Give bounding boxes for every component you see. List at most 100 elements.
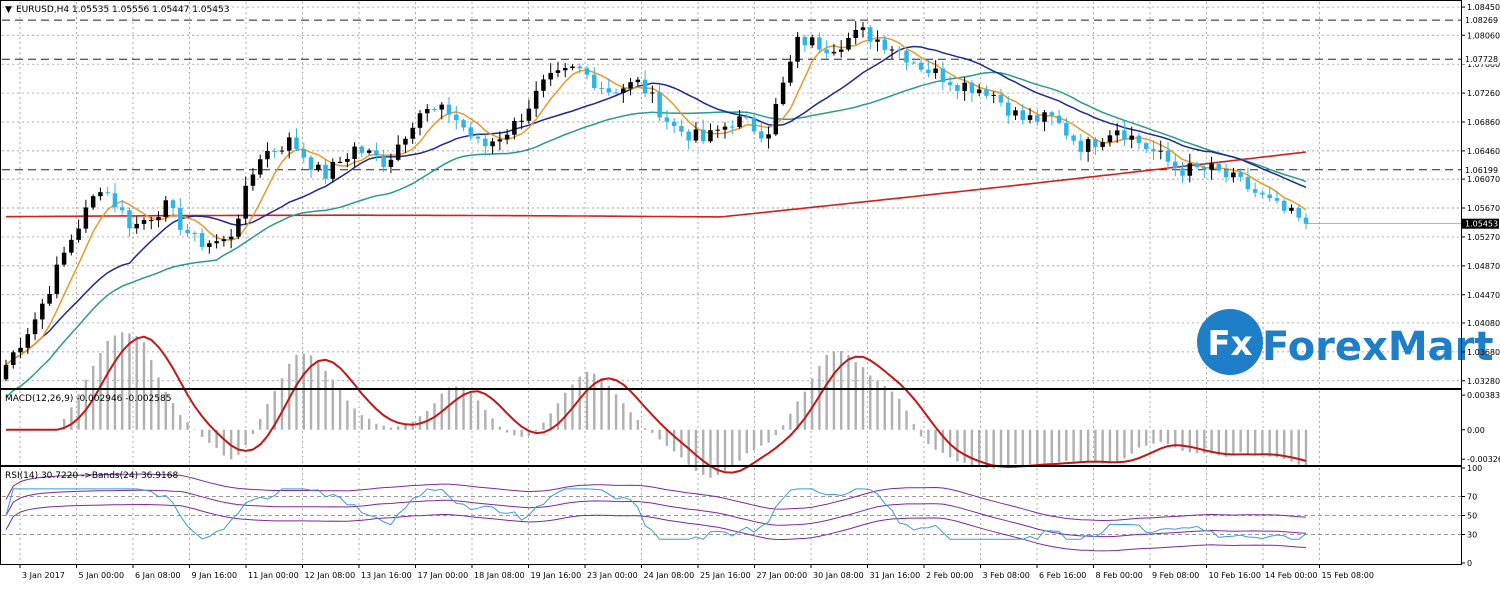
rsi-indicator (5, 473, 1307, 552)
candle-body (788, 61, 793, 83)
macd-histogram-bar (1181, 429, 1184, 451)
candle-body (98, 192, 103, 197)
x-tick-label: 6 Feb 16:00 (1039, 571, 1086, 580)
candle-body (1260, 192, 1265, 195)
macd-histogram-bar (760, 429, 763, 446)
macd-histogram-bar (789, 413, 792, 430)
candle-body (1216, 163, 1222, 171)
candle-body (69, 239, 74, 253)
candle-body (635, 79, 641, 83)
candle-body (192, 232, 198, 234)
macd-histogram-bar (1021, 429, 1024, 466)
macd-histogram-bar (1239, 429, 1242, 453)
candle-body (257, 159, 263, 175)
macd-histogram-bar (360, 415, 364, 430)
candle-body (1223, 170, 1229, 178)
candle-body (599, 88, 604, 90)
candle-body (722, 126, 728, 130)
candle-body (860, 27, 866, 31)
macd-histogram-bar (520, 429, 523, 437)
candle-body (1289, 207, 1294, 211)
candle-body (613, 92, 619, 94)
macd-histogram-bar (106, 340, 109, 430)
rsi-upper-band (5, 473, 1307, 522)
main-y-tick-label: 1.06860 (1467, 118, 1500, 127)
macd-histogram-bar (513, 429, 516, 436)
macd-histogram-bar (462, 387, 465, 430)
candle-body (228, 236, 234, 240)
macd-histogram-bar (469, 392, 473, 430)
candle-body (562, 68, 568, 71)
macd-histogram-bar (222, 429, 226, 456)
macd-histogram-bar (476, 400, 480, 430)
candle-body (461, 120, 466, 128)
main-y-tick-label: 1.08060 (1467, 31, 1500, 40)
macd-histogram-bar (702, 429, 705, 475)
candle-body (54, 264, 60, 294)
candle-body (1005, 102, 1011, 116)
candle-body (236, 218, 241, 237)
rsi-y-tick-label: 50 (1467, 512, 1477, 521)
candle-body (1165, 150, 1171, 162)
x-tick-label: 10 Feb 16:00 (1209, 571, 1261, 580)
rsi-y-tick-label: 70 (1467, 493, 1477, 502)
candle-body (424, 108, 430, 114)
main-y-tick-label: 1.07260 (1467, 89, 1500, 98)
macd-histogram-bar (244, 429, 247, 446)
macd-histogram-bar (404, 423, 407, 430)
macd-histogram-bar (861, 367, 865, 430)
candle-body (308, 157, 314, 170)
candle-body (1093, 139, 1098, 147)
macd-histogram-bar (796, 401, 799, 430)
candle-body (504, 134, 510, 140)
macd-histogram-bar (839, 351, 843, 430)
macd-histogram-bar (564, 392, 567, 430)
macd-histogram-bar (389, 427, 393, 430)
logo-text: ForexMart (1262, 324, 1493, 370)
macd-histogram-bar (585, 371, 589, 430)
macd-histogram-bar (890, 391, 894, 430)
macd-histogram-bar (723, 429, 727, 471)
x-tick-label: 27 Jan 00:00 (757, 571, 808, 580)
candle-body (483, 138, 488, 147)
macd-histogram-bar (934, 429, 937, 450)
candle-body (969, 82, 975, 93)
candle-body (1274, 198, 1280, 201)
x-tick-label: 3 Jan 2017 (22, 571, 65, 580)
macd-histogram-bar (237, 429, 240, 455)
candle-body (1085, 139, 1091, 152)
candle-body (533, 90, 539, 109)
level-price-label: 1.06199 (1465, 166, 1498, 175)
candle-body (185, 229, 190, 233)
candle-body (1035, 115, 1040, 122)
candle-body (475, 136, 481, 139)
macd-histogram-bar (346, 400, 349, 430)
macd-histogram-bar (992, 429, 995, 469)
macd-histogram-bar (629, 412, 632, 430)
macd-histogram-bar (324, 370, 327, 430)
candle-body (454, 114, 459, 121)
macd-histogram-bar (62, 418, 66, 430)
candle-body (149, 220, 154, 222)
current-price-label: 1.05453 (1465, 220, 1498, 229)
candle-body (926, 69, 931, 74)
candle-body (570, 66, 575, 69)
macd-histogram-bar (338, 388, 342, 430)
candle-body (780, 82, 786, 105)
candle-body (359, 146, 365, 153)
candle-body (127, 210, 132, 229)
macd-histogram-bar (1188, 429, 1191, 453)
panel-titles: ▼ EURUSD,H4 1.05535 1.05556 1.05447 1.05… (5, 5, 229, 481)
x-tick-label: 3 Feb 08:00 (983, 571, 1030, 580)
macd-histogram-bar (556, 403, 560, 430)
macd-indicator (4, 332, 1308, 478)
x-tick-label: 6 Jan 08:00 (135, 571, 181, 580)
candle-body (1296, 207, 1301, 218)
candle-body (548, 72, 553, 80)
macd-histogram-bar (607, 385, 610, 430)
candle-body (853, 30, 858, 38)
rsi-line (5, 488, 1307, 540)
macd-histogram-bar (70, 407, 73, 430)
macd-histogram-bar (767, 429, 770, 443)
